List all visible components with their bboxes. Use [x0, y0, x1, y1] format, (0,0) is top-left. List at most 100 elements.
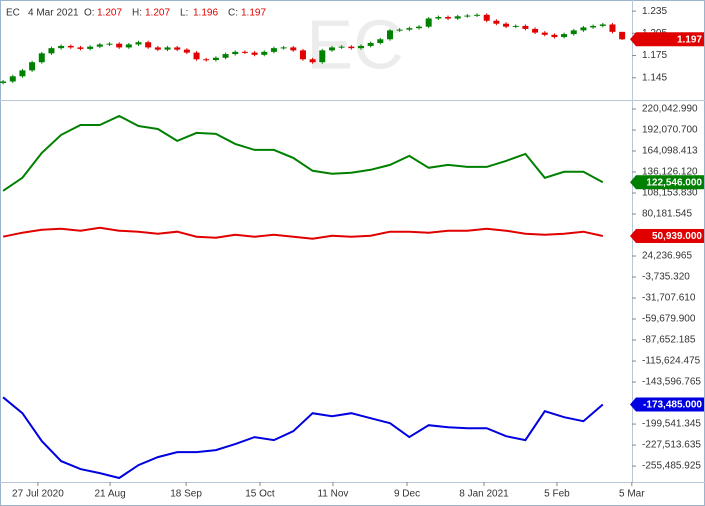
- y-tick-label: 164,098.413: [642, 146, 698, 157]
- candle-body: [425, 18, 432, 27]
- candle-body: [406, 28, 413, 30]
- candle-body: [619, 31, 626, 40]
- x-tick-label: 15 Oct: [245, 489, 275, 500]
- candle-body: [145, 42, 152, 48]
- y-tick-label: -255,485.925: [642, 461, 701, 472]
- x-tick-label: 5 Feb: [544, 489, 570, 500]
- candle-body: [512, 25, 519, 27]
- candle-body: [474, 14, 481, 16]
- watermark: EC: [306, 5, 403, 83]
- x-tick-label: 5 Mar: [619, 489, 645, 500]
- ohlc-value: 1.196: [193, 8, 218, 19]
- candle-body: [212, 57, 219, 60]
- candle-body: [96, 44, 103, 47]
- last-value-tag-arrow: [630, 175, 636, 190]
- y-tick-label: 1.235: [642, 6, 667, 17]
- y-tick-label: 192,070.700: [642, 125, 698, 136]
- x-tick-label: 18 Sep: [170, 489, 202, 500]
- candle-body: [493, 20, 500, 24]
- candle-body: [48, 48, 55, 54]
- y-tick-label: 108,153.830: [642, 188, 698, 199]
- last-value-label: 122,546.000: [646, 177, 702, 188]
- y-tick-label: -115,624.475: [642, 356, 701, 367]
- last-value-tag: [636, 175, 704, 190]
- candle-body: [222, 54, 229, 58]
- y-tick-label: -59,679.900: [642, 314, 696, 325]
- y-tick-label: 136,126.120: [642, 167, 698, 178]
- series-line: [2, 114, 604, 192]
- x-tick-label: 27 Jul 2020: [12, 489, 64, 500]
- candle-body: [357, 45, 364, 49]
- y-tick-label: 1.175: [642, 50, 667, 61]
- y-tick-label: 80,181.545: [642, 209, 692, 220]
- candle-body: [328, 47, 335, 51]
- candle-body: [154, 47, 161, 50]
- candle-body: [203, 59, 210, 61]
- candle-body: [106, 43, 113, 45]
- candle-body: [367, 42, 374, 46]
- ohlc-value: 1.197: [241, 8, 266, 19]
- ohlc-label: H:: [132, 8, 142, 19]
- candle-body: [396, 29, 403, 31]
- candle-body: [503, 23, 510, 27]
- last-value-label: 1.197: [677, 34, 702, 45]
- candle-body: [445, 17, 452, 19]
- last-value-tag: [636, 32, 704, 47]
- candle-body: [38, 53, 45, 63]
- ohlc-label: C:: [228, 8, 238, 19]
- x-tick-label: 21 Aug: [94, 489, 125, 500]
- candle-body: [590, 25, 597, 28]
- candle-body: [561, 34, 568, 38]
- symbol: EC: [6, 8, 20, 19]
- candle-body: [19, 70, 26, 77]
- series-line: [2, 396, 604, 480]
- y-tick-label: -87,652.185: [642, 335, 696, 346]
- x-tick-label: 8 Jan 2021: [459, 489, 509, 500]
- candle-body: [261, 51, 268, 55]
- candle-body: [464, 15, 471, 17]
- last-value-tag-arrow: [630, 32, 636, 47]
- ohlc-value: 1.207: [145, 8, 170, 19]
- ohlc-value: 1.207: [97, 8, 122, 19]
- header: EC 4 Mar 2021 O: 1.207 H: 1.207 L: 1.196 C: 1.1…: [6, 8, 266, 19]
- candle-body: [58, 45, 65, 49]
- y-tick-label: 24,236.965: [642, 251, 692, 262]
- candle-body: [9, 76, 16, 82]
- ohlc-label: L:: [180, 8, 188, 19]
- candle-body: [164, 47, 171, 50]
- candle-body: [135, 42, 142, 45]
- candle-body: [299, 50, 306, 60]
- candle-body: [551, 34, 558, 38]
- y-tick-label: -227,513.635: [642, 440, 701, 451]
- candle-body: [174, 47, 181, 50]
- candle-body: [532, 28, 539, 33]
- candle-body: [309, 59, 316, 63]
- candle-body: [116, 43, 123, 48]
- candle-body: [570, 30, 577, 35]
- candle-body: [280, 47, 287, 49]
- last-value-label: -173,485.000: [643, 400, 702, 411]
- candle-body: [232, 51, 239, 55]
- candle-body: [580, 27, 587, 31]
- candle-body: [348, 46, 355, 49]
- candle-body: [29, 62, 36, 71]
- last-value-tag-arrow: [630, 228, 636, 243]
- y-tick-label: -143,596.765: [642, 377, 701, 388]
- candle-body: [241, 51, 248, 53]
- candle-body: [77, 47, 84, 49]
- candle-body: [125, 44, 132, 48]
- candle-body: [609, 24, 616, 32]
- y-tick-label: 220,042.990: [642, 104, 698, 115]
- y-tick-label: -3,735.320: [642, 272, 690, 283]
- candle-body: [87, 46, 94, 49]
- candle-body: [290, 47, 297, 51]
- candle-body: [251, 52, 258, 55]
- last-value-tag: [636, 228, 704, 243]
- candle-body: [67, 45, 74, 48]
- candle-body: [193, 52, 200, 60]
- last-value-tag: [636, 397, 704, 412]
- candle-body: [270, 48, 277, 52]
- candle-body: [338, 46, 345, 48]
